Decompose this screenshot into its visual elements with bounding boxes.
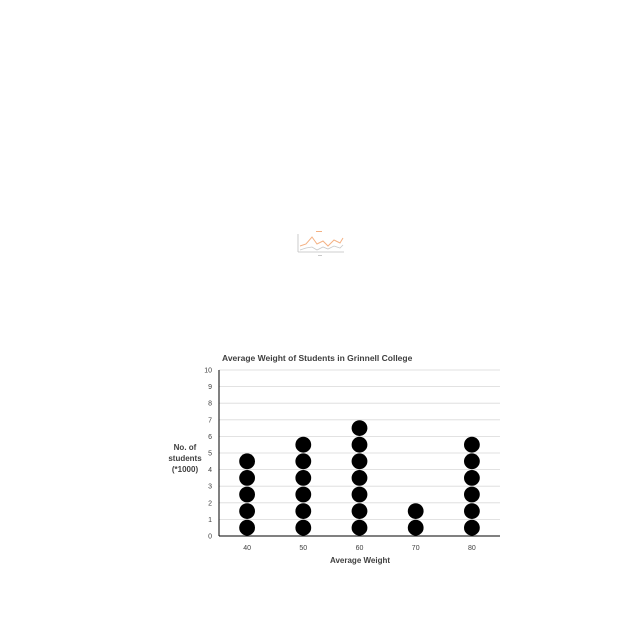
x-tick-label: 60 <box>356 545 364 552</box>
data-dot <box>239 519 256 536</box>
data-dot <box>464 503 480 519</box>
y-tick-label: 4 <box>208 467 212 474</box>
y-tick-label: 3 <box>208 484 212 491</box>
data-dot <box>351 519 368 536</box>
data-dot <box>351 420 368 436</box>
y-axis-label-line-3: (*1000) <box>172 465 199 474</box>
y-axis-label-line-2: students <box>168 454 202 463</box>
data-dot <box>464 519 480 536</box>
x-tick-label: 40 <box>243 545 251 552</box>
y-tick-label: 1 <box>208 517 212 524</box>
data-dot <box>295 436 312 453</box>
data-dot <box>295 453 312 470</box>
data-dot <box>295 503 312 519</box>
y-tick-label: 10 <box>204 368 212 375</box>
y-tick-label: 8 <box>208 401 212 408</box>
data-dot <box>239 486 256 503</box>
data-dot <box>351 503 368 519</box>
data-dot <box>464 470 480 486</box>
data-dot <box>295 486 312 503</box>
x-tick-label: 70 <box>412 545 420 552</box>
data-dot <box>295 519 312 536</box>
x-tick-label: 80 <box>468 545 476 552</box>
y-tick-label: 0 <box>208 534 212 541</box>
y-tick-labels: 0 1 2 3 4 5 6 7 8 9 10 <box>204 368 212 541</box>
data-dot <box>239 503 256 519</box>
y-axis-label-line-1: No. of <box>174 443 197 452</box>
data-dot <box>239 453 256 470</box>
y-tick-label: 9 <box>208 384 212 391</box>
data-dot <box>464 436 480 453</box>
data-dot <box>351 486 368 503</box>
x-axis-label: Average Weight <box>330 556 390 565</box>
data-dot <box>239 470 256 486</box>
data-dot <box>351 470 368 486</box>
data-dot <box>407 519 424 536</box>
data-dots <box>239 420 480 536</box>
data-dot <box>464 453 480 470</box>
y-tick-label: 2 <box>208 500 212 507</box>
grid-lines <box>219 369 500 520</box>
data-dot <box>464 486 480 503</box>
x-tick-label: 50 <box>299 545 307 552</box>
x-tick-labels: 40 50 60 70 80 <box>243 545 476 552</box>
chart-title: Average Weight of Students in Grinnell C… <box>222 353 413 363</box>
data-dot <box>351 436 368 453</box>
mini-chart-thumbnail-icon <box>297 231 344 256</box>
y-tick-label: 6 <box>208 434 212 441</box>
data-dot <box>407 503 424 519</box>
data-dot <box>295 470 312 486</box>
y-tick-label: 7 <box>208 417 212 424</box>
data-dot <box>351 453 368 470</box>
y-tick-label: 5 <box>208 451 212 458</box>
